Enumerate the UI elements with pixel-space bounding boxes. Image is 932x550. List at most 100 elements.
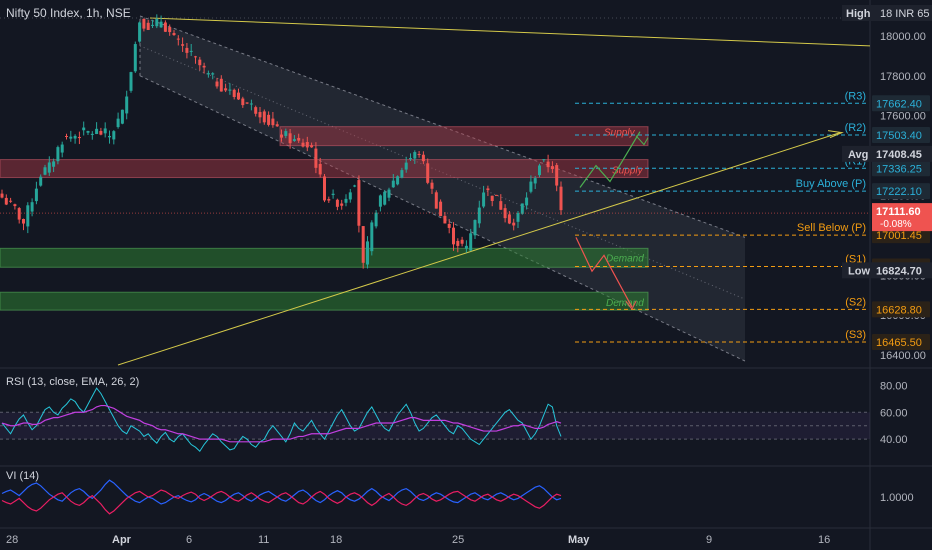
candle-body [555, 165, 559, 186]
avg-badge-bg [842, 145, 932, 162]
resistance-trendline [149, 17, 871, 47]
last-price-change: -0.08% [880, 219, 912, 230]
high-label: High [846, 8, 871, 20]
candle-body [434, 192, 438, 209]
time-axis-tick: May [568, 534, 590, 546]
candle-body [533, 178, 537, 184]
candle-body [133, 44, 137, 72]
pivot-label: (S3) [845, 329, 866, 341]
candle-body [520, 203, 524, 214]
price-axis-tick: 17600.00 [880, 111, 926, 123]
pivot-label: (R3) [845, 90, 866, 102]
candle-body [400, 170, 404, 178]
candle-body [443, 215, 447, 224]
candle-body [477, 207, 481, 224]
pivot-value-badge: 17001.45 [876, 230, 922, 242]
candle-body [550, 166, 554, 170]
avg-value: 17408.45 [876, 149, 922, 161]
candle-body [370, 222, 374, 252]
candle-body [120, 109, 124, 124]
candle-body [237, 92, 240, 100]
candle-body [163, 22, 167, 32]
candle-body [172, 33, 176, 36]
time-axis-tick: Apr [112, 534, 132, 546]
candle-body [0, 193, 4, 198]
pivot-label: Sell Below (P) [797, 222, 866, 234]
time-axis-tick: 16 [818, 534, 830, 546]
rsi-ema-line [1, 404, 562, 443]
candle-body [22, 219, 25, 224]
candle-body [52, 161, 56, 167]
avg-label: Avg [848, 149, 868, 161]
candle-body [198, 59, 202, 66]
candle-body [151, 24, 154, 26]
candle-body [185, 47, 189, 53]
candle-body [129, 72, 133, 91]
candle-body [473, 220, 477, 236]
demand-zone [0, 247, 649, 268]
low-badge-bg [842, 262, 932, 279]
candle-body [495, 194, 498, 196]
last-price-value: 17111.60 [876, 206, 921, 218]
candle-body [181, 44, 185, 46]
candle-body [47, 162, 51, 173]
candle-body [30, 202, 34, 212]
candle-body [357, 180, 361, 226]
candle-body [56, 147, 60, 162]
candle-body [305, 142, 309, 148]
pivot-value-badge-bg [872, 126, 930, 143]
time-axis-tick: 6 [186, 534, 192, 546]
candle-body [507, 214, 511, 224]
candle-body [258, 112, 262, 118]
candle-body [396, 176, 400, 185]
rsi-indicator-title[interactable]: RSI (13, close, EMA, 26, 2) [6, 376, 140, 388]
candle-body [413, 152, 417, 159]
supply-zone-label: Supply [604, 128, 636, 139]
candle-body [215, 81, 219, 87]
candle-body [65, 136, 68, 138]
candle-body [69, 136, 73, 139]
candle-body [275, 124, 279, 127]
bearish-arrowhead [625, 300, 637, 311]
candle-body [542, 159, 546, 161]
candle-body [73, 135, 77, 139]
vi-indicator-title[interactable]: VI (14) [6, 470, 40, 482]
candle-body [146, 22, 150, 30]
vi-axis-tick: 1.0000 [880, 492, 914, 504]
descending-channel [140, 15, 745, 362]
candle-body [503, 208, 507, 219]
candle-body [301, 142, 305, 147]
candle-body [340, 203, 344, 206]
candle-body [374, 212, 378, 227]
candle-body [280, 134, 283, 138]
candle-body [116, 118, 120, 128]
pivot-label: (S2) [845, 296, 866, 308]
candle-body [559, 186, 563, 211]
candle-body [430, 182, 434, 189]
rsi-axis-tick: 60.00 [880, 407, 908, 419]
candle-body [108, 136, 111, 138]
candle-body [112, 131, 116, 140]
candle-body [512, 222, 516, 226]
candle-body [211, 73, 215, 75]
pivot-value-badge: 17662.40 [876, 98, 922, 110]
pivot-value-badge: 17222.10 [876, 186, 922, 198]
trendline-arrowhead [827, 130, 844, 139]
candle-body [95, 128, 99, 135]
candle-body [176, 38, 180, 40]
pivot-value-badge-bg [872, 160, 930, 177]
candle-body [271, 118, 275, 126]
candle-body [206, 73, 210, 75]
candle-body [138, 22, 142, 42]
candle-body [409, 158, 412, 160]
candle-body [267, 114, 271, 125]
vi-plus-line [1, 479, 562, 505]
channel-upper-line [139, 15, 746, 238]
candle-body [482, 192, 486, 207]
pivot-value-badge: 17503.40 [876, 130, 922, 142]
time-axis-tick: 11 [258, 534, 269, 546]
candle-body [99, 130, 103, 135]
candle-body [168, 27, 172, 33]
pivot-label: (R2) [845, 122, 866, 134]
